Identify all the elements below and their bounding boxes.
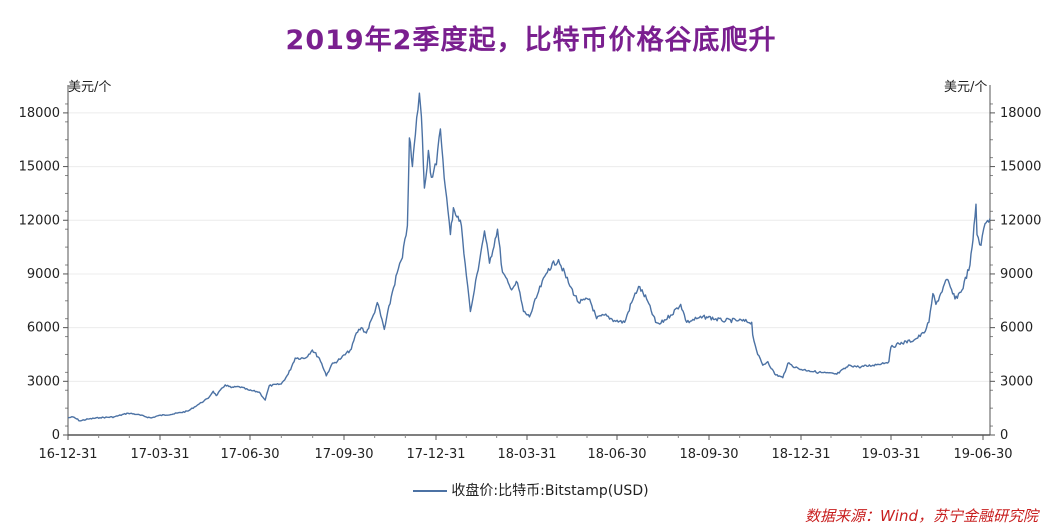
x-tick-label: 16-12-31 (38, 447, 97, 462)
chart-title: 2019年2季度起，比特币价格谷底爬升 (285, 25, 777, 56)
series-line-0 (67, 92, 991, 422)
left-axis-unit: 美元/个 (68, 80, 112, 95)
series-group (67, 92, 991, 422)
y-tick-label-left: 9000 (27, 267, 60, 282)
legend: 收盘价:比特币:Bitstamp(USD) (0, 480, 1062, 500)
y-tick-label-right: 3000 (1000, 374, 1033, 389)
y-tick-label-left: 3000 (27, 374, 60, 389)
x-tick-label: 18-06-30 (587, 447, 646, 462)
tick-labels: 0 0 3000 3000 6000 6000 9000 9000 12000 12000 1500… (19, 106, 1042, 462)
x-tick-label: 17-03-31 (130, 447, 189, 462)
right-axis-unit: 美元/个 (944, 80, 988, 95)
x-tick-label: 17-06-30 (220, 447, 279, 462)
x-tick-label: 17-09-30 (314, 447, 373, 462)
x-tick-label: 18-09-30 (679, 447, 738, 462)
y-tick-label-left: 18000 (19, 106, 60, 121)
y-tick-label-right: 12000 (1000, 213, 1041, 228)
y-tick-label-right: 18000 (1000, 106, 1041, 121)
axes (63, 85, 995, 440)
y-tick-label-right: 9000 (1000, 267, 1033, 282)
source-note: 数据来源：Wind，苏宁金融研究院 (804, 507, 1038, 525)
legend-swatch (413, 490, 448, 492)
x-tick-label: 17-12-31 (406, 447, 465, 462)
x-tick-label: 19-06-30 (953, 447, 1012, 462)
x-tick-label: 18-12-31 (771, 447, 830, 462)
y-tick-label-left: 6000 (27, 321, 60, 336)
y-tick-label-right: 15000 (1000, 160, 1041, 175)
y-tick-label-right: 0 (1000, 428, 1008, 443)
y-tick-label-left: 0 (52, 428, 60, 443)
x-tick-label: 19-03-31 (861, 447, 920, 462)
y-tick-label-right: 6000 (1000, 321, 1033, 336)
y-tick-label-left: 12000 (19, 213, 60, 228)
y-tick-label-left: 15000 (19, 160, 60, 175)
gridlines (68, 112, 990, 382)
x-tick-label: 18-03-31 (497, 447, 556, 462)
legend-label: 收盘价:比特币:Bitstamp(USD) (451, 483, 649, 499)
